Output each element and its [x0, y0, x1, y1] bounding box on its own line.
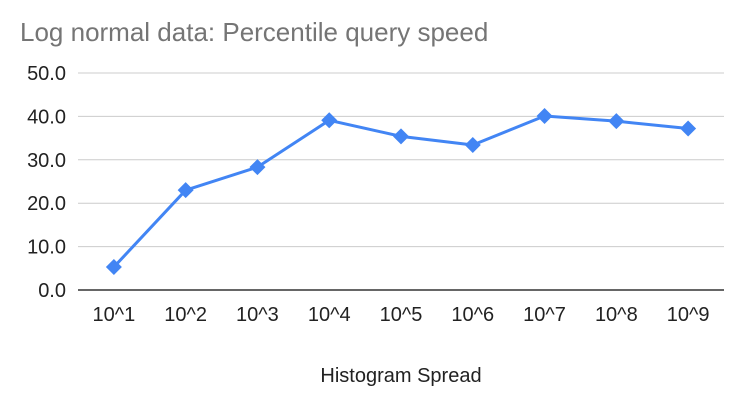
x-tick-label: 10^3: [236, 304, 279, 326]
data-point-marker: [464, 137, 481, 154]
data-point-marker: [608, 113, 625, 130]
chart-title: Log normal data: Percentile query speed: [20, 17, 489, 47]
data-point-marker: [393, 128, 409, 145]
y-tick-label: 30.0: [27, 150, 66, 172]
y-tick-label: 0.0: [38, 280, 66, 302]
y-tick-label: 50.0: [27, 63, 66, 85]
data-point-marker: [680, 120, 697, 137]
data-point-marker: [249, 159, 266, 176]
x-tick-label: 10^2: [164, 304, 207, 326]
y-tick-label: 40.0: [27, 106, 66, 128]
data-point-marker: [105, 258, 122, 275]
y-tick-label: 20.0: [27, 193, 66, 215]
x-tick-label: 10^5: [380, 304, 423, 326]
y-tick-label: 10.0: [27, 237, 66, 259]
x-axis-title: Histogram Spread: [320, 365, 481, 387]
data-point-marker: [321, 112, 338, 129]
x-tick-label: 10^4: [308, 304, 351, 326]
x-tick-label: 10^1: [93, 304, 136, 326]
x-tick-label: 10^8: [595, 304, 638, 326]
x-tick-label: 10^7: [523, 304, 566, 326]
data-point-marker: [177, 182, 194, 199]
x-tick-label: 10^6: [451, 304, 494, 326]
x-tick-label: 10^9: [667, 304, 710, 326]
data-point-marker: [536, 107, 553, 124]
